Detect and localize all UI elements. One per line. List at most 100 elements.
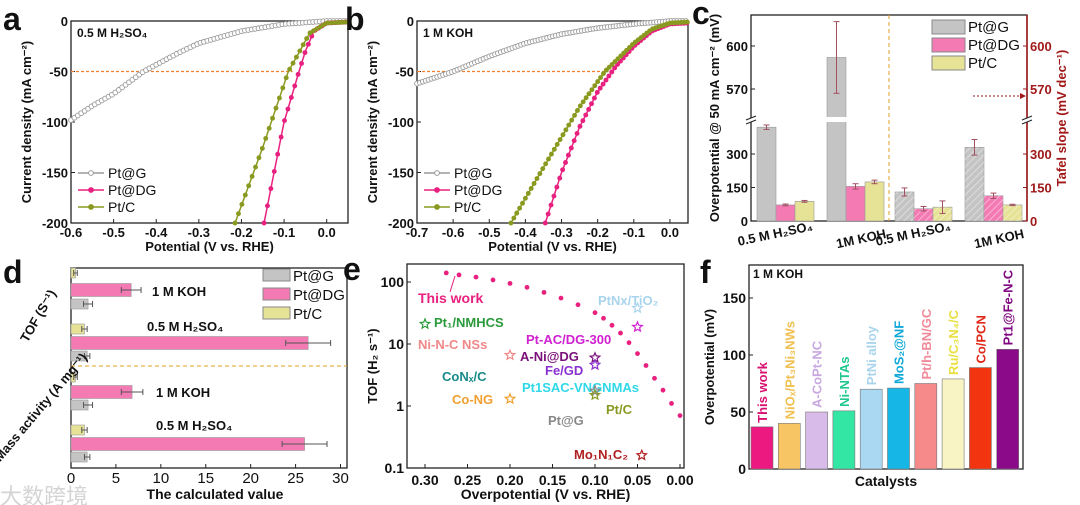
data-point: [268, 186, 274, 192]
panel-label-d: d: [3, 254, 23, 290]
data-point: [276, 95, 282, 101]
catalyst-label: MoS₂@NF: [892, 321, 907, 384]
bar-Pt@DG-1: [845, 186, 866, 222]
electrolyte-annotation: 1 M KOH: [753, 267, 803, 281]
data-point: [295, 71, 301, 77]
reference-label: Pt@G: [548, 413, 584, 428]
catalyst-label: PtNi alloy: [864, 325, 879, 385]
data-point: [568, 145, 574, 151]
axis-break-mark: [745, 119, 757, 125]
legend-label-Pt@DG: Pt@DG: [968, 37, 1020, 54]
x-tick-label: 25: [287, 470, 304, 487]
data-point: [551, 193, 557, 199]
axis-break-mark: [1021, 119, 1033, 125]
data-point: [287, 66, 293, 72]
right-y-tick-label: 300: [1030, 147, 1052, 162]
bar-Pt@G-0: [756, 126, 777, 222]
star-marker-icon: [588, 384, 602, 397]
catalyst-label: Ni-NTAs: [837, 357, 852, 407]
legend-label-Pt@DG: Pt@DG: [108, 182, 156, 198]
data-point: [517, 205, 523, 211]
panel-label-e: e: [343, 251, 361, 287]
this-work-label: This work: [418, 290, 484, 306]
this-work-point: [626, 340, 632, 346]
this-work-point: [558, 295, 564, 301]
right-y-tick-label: 570: [1030, 82, 1052, 97]
bar-0: [750, 426, 774, 470]
reference-label: PtNx/TiO₂: [598, 293, 659, 308]
data-point: [293, 54, 299, 60]
x-tick-label: -0.1: [273, 225, 295, 240]
series-line-Pt/C: [510, 21, 689, 224]
catalyst-label: A-CoPt-NC: [810, 340, 825, 408]
data-point: [612, 59, 618, 65]
legend-label-Pt@G: Pt@G: [454, 165, 492, 181]
data-point: [574, 108, 580, 113]
data-point: [288, 95, 294, 100]
y-tick-label: 600: [726, 39, 748, 54]
data-point: [586, 106, 592, 112]
data-point: [551, 146, 557, 152]
data-point: [525, 190, 531, 196]
data-point: [545, 211, 551, 217]
data-point: [270, 115, 276, 121]
data-point: [283, 75, 289, 81]
catalyst-label: Ru/C₃N₄/C: [946, 309, 961, 375]
legend-label-Pt@G: Pt@G: [968, 19, 1009, 36]
data-point: [603, 67, 609, 73]
x-tick-label: 0.10: [581, 472, 608, 488]
data-point: [598, 75, 604, 81]
group-label: 1 M KOH: [156, 385, 210, 400]
bar-2: [805, 411, 828, 470]
right-y-tick-label: 150: [1030, 181, 1052, 196]
catalyst-label: Pt1@Fe-N-C: [1001, 269, 1016, 345]
data-point: [297, 48, 303, 54]
reference-label: Fe/GD: [545, 363, 583, 378]
data-point: [531, 181, 537, 186]
data-point: [563, 127, 569, 133]
x-axis-title: Potential (V vs. RHE): [145, 239, 274, 254]
data-point: [232, 220, 238, 226]
data-point: [534, 176, 540, 182]
data-point: [595, 79, 601, 85]
this-work-point: [652, 375, 657, 381]
y-tick-label: 0: [738, 461, 746, 477]
bar-3: [832, 410, 856, 470]
y-axis-title: TOF (H₂ s⁻¹): [365, 328, 380, 403]
y-tick-label: 0: [61, 14, 68, 29]
star-marker-icon: [588, 358, 602, 371]
y-tick-label: 100: [381, 274, 405, 290]
bar-hatch: [933, 207, 952, 221]
y-tick-label: 1: [396, 398, 404, 414]
x-tick-label: 15: [197, 470, 214, 487]
this-work-point: [490, 277, 496, 283]
data-point: [280, 85, 286, 91]
this-work-point: [443, 270, 449, 276]
panel-label-b: b: [345, 1, 365, 37]
x-tick-label: 0.0: [318, 225, 336, 240]
data-point: [271, 168, 277, 174]
axis-break-gap: [1021, 118, 1033, 122]
data-point: [273, 105, 279, 111]
leader-line: [449, 275, 456, 293]
data-point: [520, 200, 525, 206]
data-point: [566, 122, 572, 128]
data-point: [609, 69, 615, 75]
axis-break-mark: [1021, 115, 1033, 121]
bar-Pt@DG-0: [775, 204, 796, 222]
this-work-point: [618, 330, 623, 336]
y-tick-label: -150: [388, 166, 414, 181]
x-tick-label: -0.1: [623, 225, 645, 240]
watermark: 大数跨境: [0, 485, 88, 505]
bar-hatch: [1003, 204, 1022, 221]
data-point: [580, 99, 586, 105]
data-point: [583, 95, 589, 101]
catalyst-label: NiOₓ/Pt₃Ni₃NWs: [782, 321, 797, 419]
data-point: [569, 117, 575, 123]
bar-6: [914, 383, 938, 470]
x-tick-label: -0.4: [514, 225, 537, 240]
data-point: [537, 171, 543, 177]
data-point: [311, 28, 316, 34]
y-axis-title: Overpotential (mV): [702, 309, 717, 425]
bar-4: [859, 388, 883, 470]
